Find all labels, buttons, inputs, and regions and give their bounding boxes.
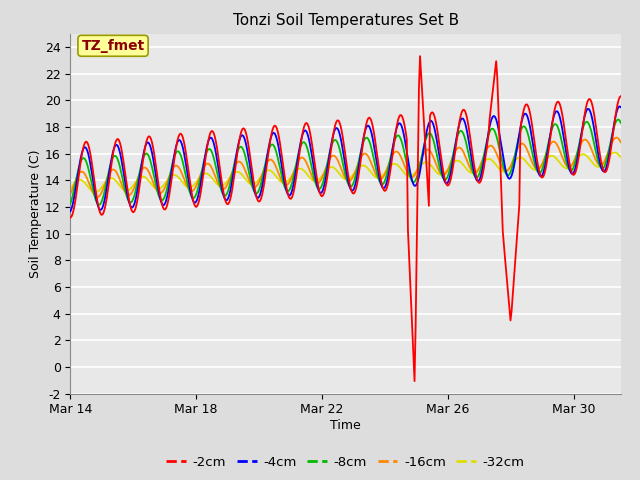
Title: Tonzi Soil Temperatures Set B: Tonzi Soil Temperatures Set B bbox=[232, 13, 459, 28]
Legend: -2cm, -4cm, -8cm, -16cm, -32cm: -2cm, -4cm, -8cm, -16cm, -32cm bbox=[161, 451, 530, 474]
Y-axis label: Soil Temperature (C): Soil Temperature (C) bbox=[29, 149, 42, 278]
Text: TZ_fmet: TZ_fmet bbox=[81, 39, 145, 53]
X-axis label: Time: Time bbox=[330, 419, 361, 432]
